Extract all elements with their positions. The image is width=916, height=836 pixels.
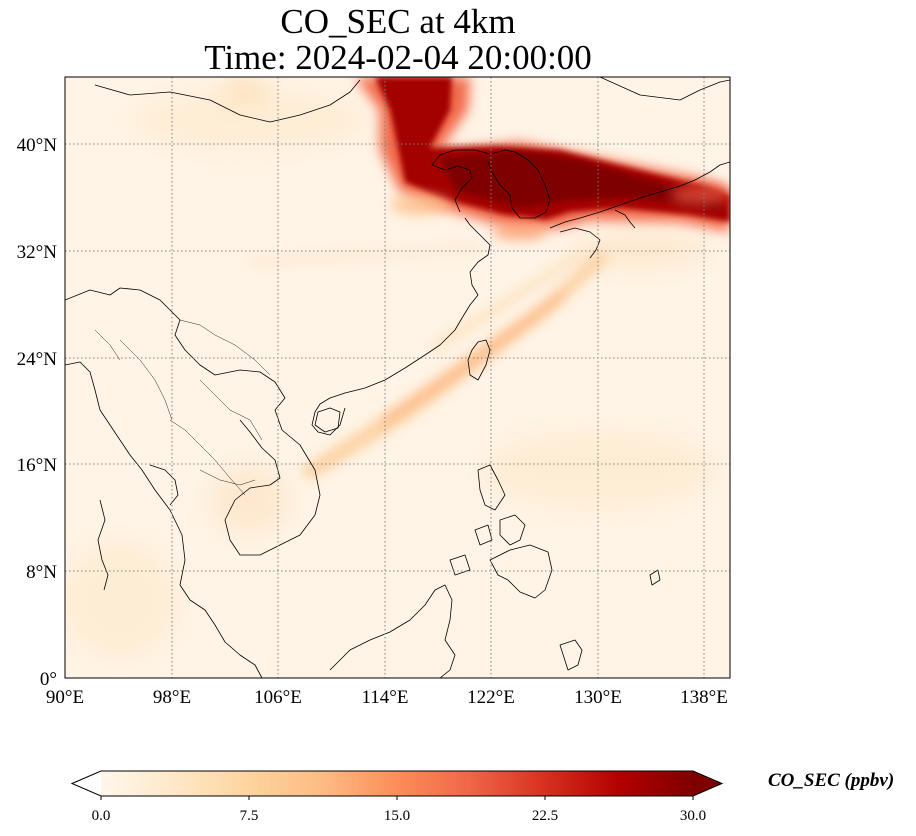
latitude-labels: 0° 8°N 16°N 24°N 32°N 40°N	[17, 135, 58, 690]
colorbar-extend-min	[72, 771, 101, 796]
map-title-line2: Time: 2024-02-04 20:00:00	[204, 38, 592, 77]
coastlines	[65, 77, 730, 678]
lat-label-24n: 24°N	[17, 349, 58, 370]
lat-label-40n: 40°N	[17, 135, 58, 156]
lat-label-0: 0°	[40, 669, 57, 690]
map-frame	[64, 76, 731, 679]
colorbar-gradient	[101, 771, 693, 796]
plume-fringe	[390, 185, 730, 240]
lon-label-98e: 98°E	[153, 687, 191, 708]
colorbar-title: CO_SEC (ppbv)	[768, 770, 895, 791]
map-title-line1: CO_SEC at 4km	[280, 2, 516, 41]
colorbar: 0.0 7.5 15.0 22.5 30.0	[70, 770, 724, 824]
colorbar-tick-30: 30.0	[680, 808, 706, 824]
longitude-labels: 90°E 98°E 106°E 114°E 122°E 130°E 138°E	[46, 687, 728, 708]
map-panel	[64, 76, 731, 679]
colorbar-tick-7-5: 7.5	[240, 808, 259, 824]
lat-label-8n: 8°N	[26, 562, 57, 583]
gridlines	[65, 77, 730, 678]
lon-label-138e: 138°E	[680, 687, 728, 708]
lat-label-32n: 32°N	[17, 242, 58, 263]
country-borders	[94, 319, 271, 496]
lon-label-114e: 114°E	[362, 687, 409, 708]
colorbar-ticks	[100, 796, 694, 800]
colorbar-tick-22-5: 22.5	[532, 808, 558, 824]
co-field-layer	[65, 77, 730, 678]
colorbar-extend-max	[693, 771, 722, 796]
lat-label-16n: 16°N	[17, 455, 58, 476]
background-haze	[65, 77, 720, 660]
lon-label-106e: 106°E	[254, 687, 302, 708]
colorbar-tick-15: 15.0	[384, 808, 410, 824]
lon-label-130e: 130°E	[574, 687, 622, 708]
colorbar-tick-0: 0.0	[92, 808, 111, 824]
lon-label-122e: 122°E	[467, 687, 515, 708]
lon-label-90e: 90°E	[46, 687, 84, 708]
